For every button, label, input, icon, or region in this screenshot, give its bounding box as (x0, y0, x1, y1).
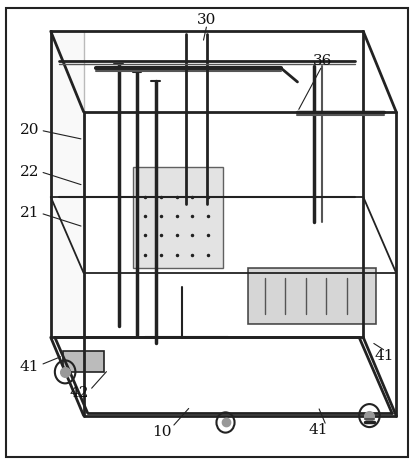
Text: 10: 10 (152, 425, 171, 439)
Text: 20: 20 (19, 123, 39, 137)
Text: 41: 41 (308, 423, 327, 438)
Bar (133, 167, 223, 269)
Text: 30: 30 (197, 13, 216, 27)
Text: 42: 42 (70, 387, 89, 400)
Bar (247, 269, 375, 324)
Text: 41: 41 (19, 360, 39, 374)
Text: 22: 22 (19, 165, 39, 179)
Bar (63, 351, 104, 372)
Text: 36: 36 (312, 54, 331, 68)
Text: 41: 41 (373, 349, 393, 363)
Text: 21: 21 (19, 206, 39, 220)
Bar (51, 31, 83, 338)
